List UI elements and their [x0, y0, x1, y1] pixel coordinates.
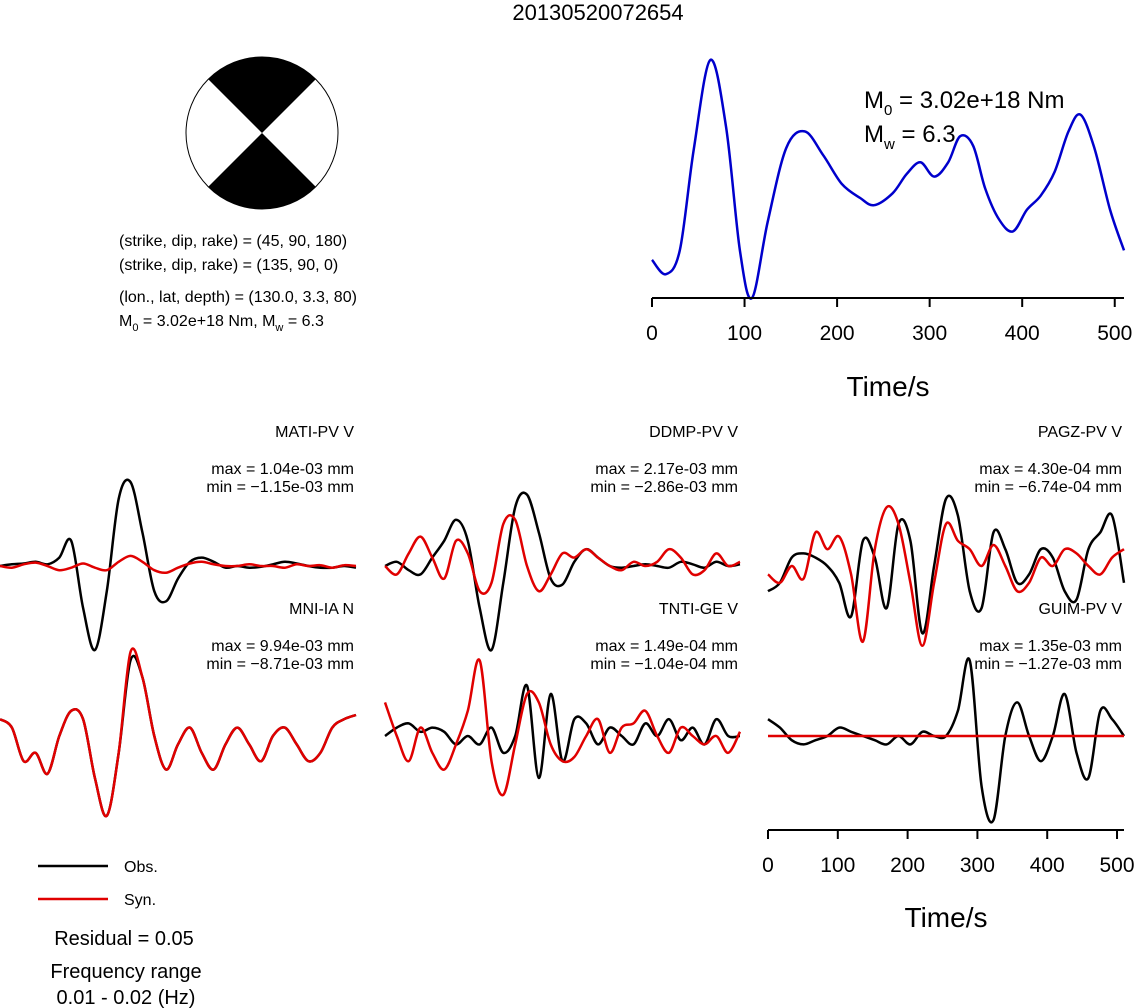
station-max: max = 1.35e-03 mm [979, 638, 1122, 655]
stf-tick-label: 300 [912, 322, 947, 345]
plane2-text: (strike, dip, rake) = (135, 90, 0) [119, 257, 338, 274]
station-max: max = 1.04e-03 mm [211, 461, 354, 478]
beachball [185, 56, 339, 210]
waveform-tick-label: 100 [820, 854, 855, 877]
synthetic-waveform [0, 647, 357, 818]
stf-mw-label: Mw = 6.3 [864, 121, 956, 153]
synthetic-waveform [0, 554, 357, 575]
stf-tick-label: 100 [727, 322, 762, 345]
legend-syn-label: Syn. [124, 892, 156, 909]
waveform-time-axis: 0 100 200 300 400 500 Time/s [762, 829, 1135, 933]
synthetic-waveform [767, 504, 1125, 648]
station-min: min = −8.71e-03 mm [206, 656, 354, 673]
moment-text-small: M0 = 3.02e+18 Nm, Mw = 6.3 [119, 313, 324, 334]
waveform-tick-label: 400 [1030, 854, 1065, 877]
waveform-tick-label: 500 [1099, 854, 1134, 877]
observed-waveform [384, 491, 741, 652]
beachball-compressional-top [208, 57, 316, 133]
station-min: min = −2.86e-03 mm [590, 479, 738, 496]
stf-tick-label: 200 [820, 322, 855, 345]
stf-x-label: Time/s [847, 371, 930, 402]
waveform-tick-label: 0 [762, 854, 774, 877]
station-name: GUIM-PV V [1038, 601, 1122, 618]
station-min: min = −6.74e-04 mm [974, 479, 1122, 496]
stf-tick-label: 500 [1097, 322, 1132, 345]
observed-waveform [767, 657, 1126, 824]
station-name: MATI-PV V [275, 424, 354, 441]
stf-series-line [651, 58, 1126, 300]
legend-obs-label: Obs. [124, 859, 158, 876]
station-name: PAGZ-PV V [1038, 424, 1122, 441]
source-time-function-panel: 0 100 200 300 400 500 Time/s M0 = 3.02e+18 Nm… [646, 58, 1132, 402]
station-min: min = −1.15e-03 mm [206, 479, 354, 496]
observed-waveform [384, 683, 741, 780]
observed-waveform [0, 654, 357, 818]
plane1-text: (strike, dip, rake) = (45, 90, 180) [119, 233, 347, 250]
synthetic-waveform [383, 658, 742, 797]
waveform-tick-label: 300 [960, 854, 995, 877]
legend: Obs. Syn. [38, 859, 158, 909]
waveform-x-label: Time/s [905, 902, 988, 933]
station-name: DDMP-PV V [649, 424, 738, 441]
location-text: (lon., lat, depth) = (130.0, 3.3, 80) [119, 289, 357, 306]
station-max: max = 1.49e-04 mm [595, 638, 738, 655]
station-max: max = 2.17e-03 mm [595, 461, 738, 478]
synthetic-waveform [384, 514, 741, 595]
stf-tick-label: 400 [1005, 322, 1040, 345]
event-title: 20130520072654 [512, 0, 683, 25]
station-max: max = 4.30e-04 mm [979, 461, 1122, 478]
frequency-value: 0.01 - 0.02 (Hz) [57, 987, 196, 1008]
stf-ticks: 0 100 200 300 400 500 [646, 298, 1132, 345]
station-max: max = 9.94e-03 mm [211, 638, 354, 655]
stf-m0-label: M0 = 3.02e+18 Nm [864, 87, 1064, 119]
waveform-tick-label: 200 [890, 854, 925, 877]
station-min: min = −1.04e-04 mm [590, 656, 738, 673]
waveform-ticks: 0 100 200 300 400 500 [762, 830, 1135, 877]
beachball-compressional-bottom [208, 133, 316, 209]
observed-waveform [767, 494, 1126, 635]
stf-tick-label: 0 [646, 322, 658, 345]
station-min: min = −1.27e-03 mm [974, 656, 1122, 673]
station-name: MNI-IA N [289, 601, 354, 618]
station-name: TNTI-GE V [659, 601, 738, 618]
frequency-label: Frequency range [50, 961, 201, 983]
residual-text: Residual = 0.05 [54, 928, 194, 950]
